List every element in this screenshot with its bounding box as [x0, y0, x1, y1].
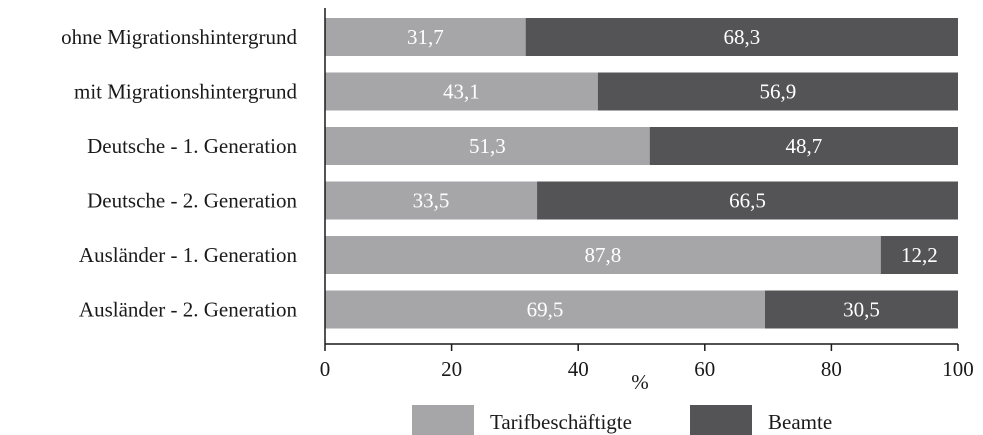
bar-segment-beamte	[649, 127, 958, 165]
data-label: 66,5	[729, 189, 766, 213]
bar-segment-tarifbeschaeftigte	[325, 181, 538, 220]
bar-segment-tarifbeschaeftigte	[325, 236, 881, 274]
data-label: 31,7	[407, 25, 444, 49]
category-label: ohne Migrationshintergrund	[61, 25, 297, 49]
category-labels: ohne Migrationshintergrund mit Migrations…	[61, 25, 297, 322]
x-axis-title: %	[631, 370, 649, 394]
x-axis-ticks: 0 20 40 60 80 100	[320, 344, 974, 381]
data-label: 69,5	[527, 298, 564, 322]
data-label: 56,9	[760, 80, 797, 104]
data-label: 87,8	[585, 243, 622, 267]
bar-segment-beamte	[537, 181, 958, 220]
category-label: Ausländer - 1. Generation	[79, 243, 298, 267]
legend-label: Beamte	[768, 410, 832, 434]
legend-swatch-beamte	[690, 405, 752, 435]
bar-segment-tarifbeschaeftigte	[325, 127, 650, 165]
bar-segment-beamte	[764, 290, 958, 329]
legend-swatch-tarifbeschaeftigte	[412, 405, 474, 435]
data-label: 12,2	[901, 243, 938, 267]
x-tick-label: 0	[320, 357, 331, 381]
x-tick-label: 60	[694, 357, 715, 381]
bar-segment-beamte	[880, 236, 958, 274]
data-label: 48,7	[785, 134, 822, 158]
bar-segment-beamte	[525, 18, 958, 56]
x-tick-label: 100	[942, 357, 974, 381]
bar-segment-tarifbeschaeftigte	[325, 72, 598, 111]
x-tick-label: 20	[441, 357, 462, 381]
bar-segment-beamte	[597, 72, 958, 111]
category-label: Ausländer - 2. Generation	[79, 298, 298, 322]
bar-segment-tarifbeschaeftigte	[325, 290, 765, 329]
x-tick-label: 40	[568, 357, 589, 381]
legend-label: Tarifbeschäftigte	[490, 410, 632, 434]
data-label: 30,5	[843, 298, 880, 322]
bars-group: 31,7 68,3 43,1 56,9 51,3 48,7 33,5 66,5 87,8 12,2…	[325, 18, 958, 329]
data-label: 68,3	[723, 25, 760, 49]
data-label: 33,5	[413, 189, 450, 213]
bar-segment-tarifbeschaeftigte	[325, 18, 526, 56]
category-label: Deutsche - 2. Generation	[87, 189, 297, 213]
data-label: 51,3	[469, 134, 506, 158]
category-label: mit Migrationshintergrund	[74, 80, 298, 104]
legend: Tarifbeschäftigte Beamte	[412, 405, 832, 435]
data-label: 43,1	[443, 80, 480, 104]
category-label: Deutsche - 1. Generation	[87, 134, 297, 158]
x-tick-label: 80	[821, 357, 842, 381]
